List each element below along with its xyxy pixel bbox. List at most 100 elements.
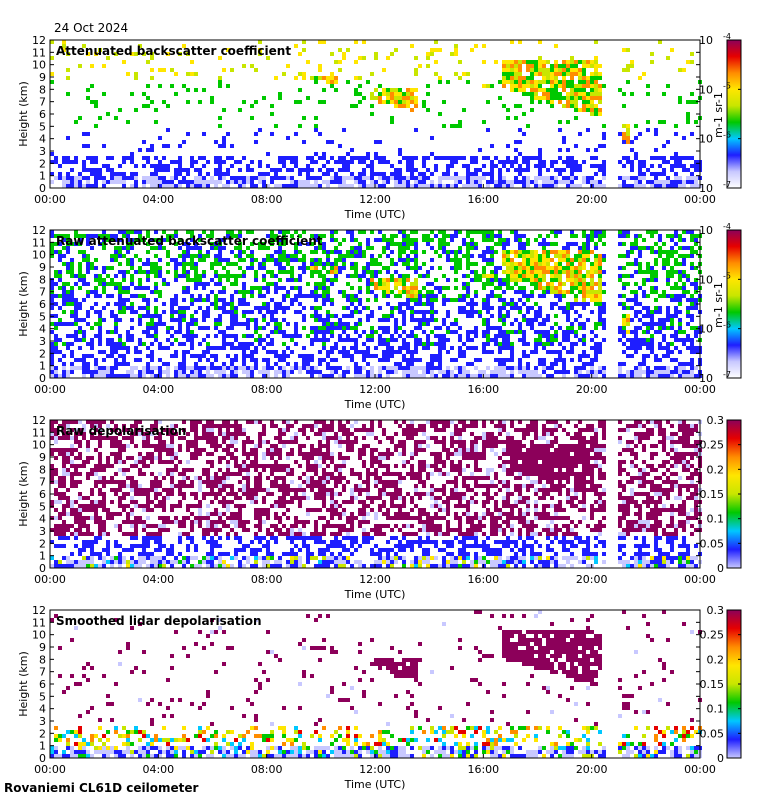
y-tick-label: 2 (39, 537, 46, 550)
y-tick-label: 10 (32, 439, 46, 452)
date-label: 24 Oct 2024 (54, 21, 129, 35)
heatmap-cells (50, 40, 702, 188)
y-tick-label: 5 (39, 120, 46, 133)
x-tick-label: 00:00 (34, 383, 66, 396)
colorbar-tick-label: 0.1 (707, 703, 725, 716)
x-tick-label: 20:00 (576, 573, 608, 586)
x-tick-label: 20:00 (576, 193, 608, 206)
y-tick-label: 3 (39, 715, 46, 728)
panel-4: Smoothed lidar depolarisation01234567891… (17, 604, 742, 791)
y-axis-label: Height (km) (17, 271, 30, 337)
y-tick-label: 1 (39, 740, 46, 753)
panel-title: Smoothed lidar depolarisation (56, 614, 262, 628)
plot-area (50, 230, 700, 378)
colorbar: 0 0.05 0.1 0.15 0.2 0.25 0.3 (700, 414, 742, 575)
y-tick-label: 9 (39, 261, 46, 274)
y-tick-label: 9 (39, 641, 46, 654)
x-tick-label: 00:00 (34, 573, 66, 586)
y-tick-label: 6 (39, 108, 46, 121)
colorbar-scale (726, 229, 742, 379)
y-tick-label: 11 (32, 616, 46, 629)
colorbar: 10 -7 10 -6 10 -5 10 -4 m-1 sr-1 (699, 222, 742, 385)
colorbar-tick-label: 0.15 (700, 678, 725, 691)
x-axis-label: Time (UTC) (344, 208, 406, 221)
x-tick-label: 12:00 (359, 193, 391, 206)
x-tick-label: 04:00 (142, 193, 174, 206)
y-tick-label: 7 (39, 96, 46, 109)
y-tick-label: 6 (39, 678, 46, 691)
x-tick-label: 16:00 (467, 573, 499, 586)
x-tick-label: 12:00 (359, 763, 391, 776)
colorbar-tick-exponent: -6 (723, 321, 731, 330)
x-axis-label: Time (UTC) (344, 778, 406, 791)
x-tick-label: 00:00 (34, 763, 66, 776)
y-tick-label: 7 (39, 666, 46, 679)
y-tick-label: 12 (32, 414, 46, 427)
colorbar-tick-label: 0.2 (707, 653, 725, 666)
y-tick-label: 1 (39, 550, 46, 563)
colorbar-tick-label: 0.3 (707, 604, 725, 617)
heatmap-cells (50, 230, 702, 378)
colorbar-tick-exponent: -5 (723, 81, 731, 90)
y-tick-label: 7 (39, 286, 46, 299)
y-tick-label: 1 (39, 360, 46, 373)
x-tick-label: 08:00 (251, 383, 283, 396)
colorbar-tick-label: 0.3 (707, 414, 725, 427)
panel-3: Raw depolarisation0123456789101112Height… (17, 414, 742, 601)
y-tick-label: 2 (39, 727, 46, 740)
y-tick-label: 4 (39, 133, 46, 146)
colorbar: 10 -7 10 -6 10 -5 10 -4 m-1 sr-1 (699, 32, 742, 195)
y-tick-label: 4 (39, 513, 46, 526)
x-tick-label: 08:00 (251, 573, 283, 586)
y-tick-label: 5 (39, 310, 46, 323)
colorbar-tick-label: 0.2 (707, 463, 725, 476)
x-tick-label: 04:00 (142, 383, 174, 396)
y-tick-label: 8 (39, 463, 46, 476)
y-tick-label: 2 (39, 347, 46, 360)
y-tick-label: 3 (39, 525, 46, 538)
y-tick-label: 8 (39, 653, 46, 666)
y-tick-label: 0 (39, 752, 46, 765)
y-tick-label: 12 (32, 604, 46, 617)
x-tick-label: 16:00 (467, 193, 499, 206)
y-tick-label: 10 (32, 59, 46, 72)
y-tick-label: 9 (39, 451, 46, 464)
y-tick-label: 11 (32, 236, 46, 249)
colorbar-tick-label: 0.1 (707, 513, 725, 526)
panel-title: Raw attenuated backscatter coefficient (56, 234, 323, 248)
colorbar-unit-label: m-1 sr-1 (712, 282, 725, 328)
panel-title: Raw depolarisation (56, 424, 186, 438)
y-tick-label: 4 (39, 323, 46, 336)
y-tick-label: 0 (39, 372, 46, 385)
y-tick-label: 11 (32, 46, 46, 59)
x-tick-label: 08:00 (251, 193, 283, 206)
x-axis-label: Time (UTC) (344, 398, 406, 411)
y-tick-label: 8 (39, 83, 46, 96)
x-tick-label: 16:00 (467, 763, 499, 776)
colorbar-tick-label: 10 (699, 273, 713, 286)
x-tick-label: 00:00 (684, 763, 716, 776)
x-tick-label: 00:00 (684, 383, 716, 396)
colorbar-tick-label: 10 (699, 323, 713, 336)
colorbar-tick-label: 10 (699, 83, 713, 96)
colorbar-tick-label: 10 (699, 34, 713, 47)
y-axis-label: Height (km) (17, 651, 30, 717)
y-axis-label: Height (km) (17, 461, 30, 527)
colorbar-tick-label: 10 (699, 133, 713, 146)
x-tick-label: 12:00 (359, 573, 391, 586)
x-axis-label: Time (UTC) (344, 588, 406, 601)
colorbar-tick-exponent: -6 (723, 131, 731, 140)
colorbar-tick-label: 0.25 (700, 439, 725, 452)
y-tick-label: 2 (39, 157, 46, 170)
colorbar-tick-exponent: -5 (723, 271, 731, 280)
colorbar-tick-label: 10 (699, 182, 713, 195)
y-axis-label: Height (km) (17, 81, 30, 147)
y-tick-label: 4 (39, 703, 46, 716)
x-tick-label: 20:00 (576, 763, 608, 776)
y-tick-label: 5 (39, 500, 46, 513)
y-tick-label: 6 (39, 488, 46, 501)
colorbar-tick-label: 10 (699, 224, 713, 237)
y-tick-label: 0 (39, 182, 46, 195)
y-tick-label: 8 (39, 273, 46, 286)
x-tick-label: 00:00 (684, 573, 716, 586)
